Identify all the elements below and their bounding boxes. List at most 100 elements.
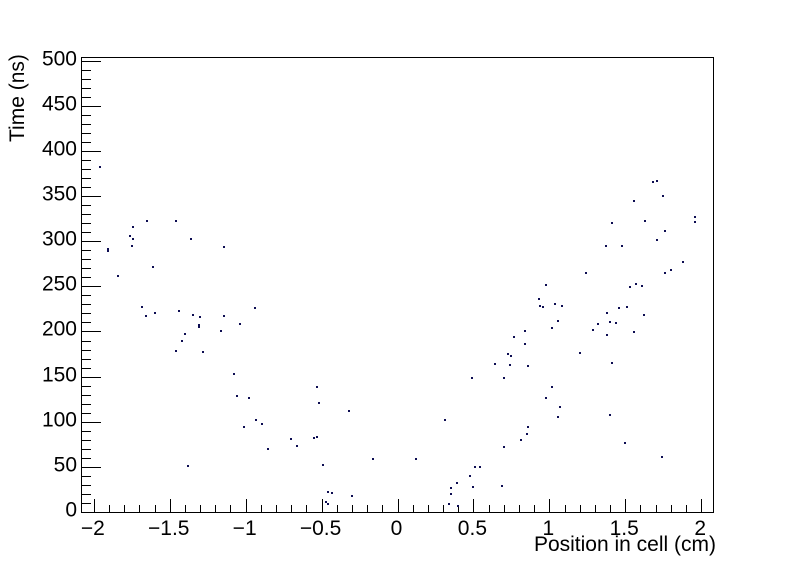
x-major-tick (94, 499, 95, 512)
data-point (539, 305, 542, 308)
x-minor-tick (291, 505, 292, 512)
data-point (642, 314, 645, 317)
data-point (313, 437, 315, 439)
y-tick-label: 150 (41, 363, 77, 387)
data-point (223, 245, 226, 248)
data-point (501, 484, 504, 487)
data-point (592, 328, 595, 331)
data-point (199, 316, 202, 318)
x-minor-tick (367, 505, 368, 512)
data-point (183, 333, 186, 336)
data-point (681, 261, 684, 263)
y-tick-label: 500 (41, 47, 77, 71)
y-minor-tick (82, 160, 91, 161)
data-point (493, 363, 496, 365)
data-point (326, 502, 329, 505)
y-tick-label: 50 (53, 453, 77, 477)
data-point (106, 248, 109, 251)
x-minor-tick (200, 505, 201, 512)
data-point (519, 438, 522, 441)
y-tick-label: 300 (41, 227, 77, 251)
data-point (473, 465, 476, 468)
y-minor-tick (82, 223, 91, 224)
data-point (247, 397, 250, 400)
x-tick-label: 2 (694, 517, 706, 540)
data-point (253, 307, 256, 309)
x-major-tick (473, 499, 474, 512)
data-point (606, 334, 608, 337)
x-tick-label: −0.5 (299, 517, 342, 540)
data-point (694, 215, 697, 218)
data-point (610, 362, 613, 365)
x-minor-tick (565, 505, 566, 512)
data-point (557, 416, 560, 419)
data-point (177, 309, 180, 312)
x-minor-tick (504, 505, 505, 512)
data-point (542, 306, 545, 309)
data-point (325, 501, 328, 504)
data-point (618, 307, 621, 309)
data-point (187, 465, 189, 467)
x-major-tick (549, 499, 550, 512)
data-point (527, 426, 530, 429)
data-point (243, 426, 246, 429)
data-point (472, 485, 475, 488)
data-point (604, 244, 607, 247)
data-point (628, 286, 631, 289)
y-minor-tick (82, 169, 91, 170)
x-major-tick (170, 499, 171, 512)
x-tick-label: 1.5 (609, 517, 639, 540)
x-minor-tick (489, 505, 490, 512)
y-minor-tick (82, 295, 91, 296)
data-point (625, 306, 628, 309)
y-minor-tick (82, 359, 91, 360)
data-point (634, 282, 637, 285)
y-minor-tick (82, 322, 91, 323)
data-point (144, 315, 147, 318)
data-point (232, 372, 235, 375)
y-minor-tick (82, 494, 91, 495)
x-minor-tick (382, 505, 383, 512)
y-minor-tick (82, 142, 91, 143)
data-point (316, 436, 318, 439)
data-point (98, 166, 101, 169)
data-point (449, 486, 452, 489)
x-tick-label: 1 (542, 517, 555, 540)
data-point (197, 324, 200, 327)
x-minor-tick (595, 505, 596, 512)
data-point (537, 298, 540, 300)
y-major-tick (82, 331, 101, 332)
x-minor-tick (458, 505, 459, 512)
y-minor-tick (82, 485, 91, 486)
data-point (660, 455, 663, 458)
data-point (527, 364, 530, 367)
data-point (141, 306, 144, 309)
y-major-tick (82, 241, 101, 242)
y-tick-label: 100 (41, 408, 77, 432)
data-point (146, 220, 148, 223)
data-point (130, 244, 133, 247)
data-point (508, 363, 511, 366)
data-point (662, 195, 665, 198)
x-minor-tick (519, 505, 520, 512)
y-minor-tick (82, 476, 91, 477)
y-tick-label: 250 (41, 272, 77, 296)
data-point (457, 504, 460, 507)
y-major-tick (82, 151, 101, 152)
y-minor-tick (82, 259, 91, 260)
y-major-tick (82, 61, 101, 62)
x-minor-tick (686, 505, 687, 512)
x-minor-tick (276, 505, 277, 512)
y-minor-tick (82, 214, 91, 215)
x-major-tick (246, 499, 247, 512)
y-minor-tick (82, 386, 91, 387)
data-point (202, 351, 205, 354)
data-point (510, 354, 513, 357)
y-minor-tick (82, 88, 91, 89)
data-point (559, 406, 561, 409)
x-minor-tick (124, 505, 125, 512)
data-point (235, 394, 238, 397)
data-point (478, 465, 481, 468)
data-point (502, 446, 505, 448)
x-minor-tick (610, 505, 611, 512)
